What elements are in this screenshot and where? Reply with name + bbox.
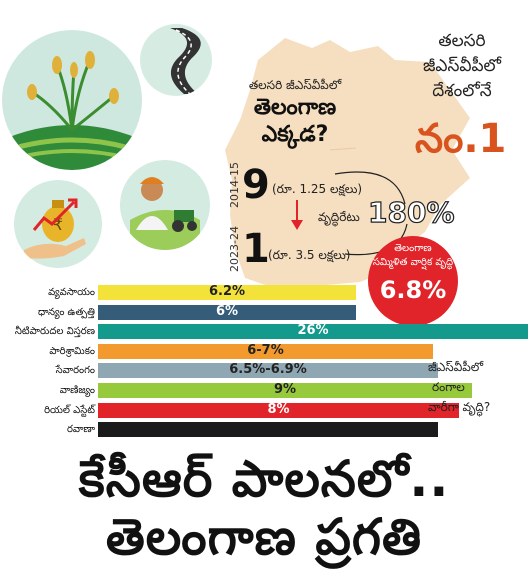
- road-icon: [170, 28, 201, 95]
- rank-top: 9: [242, 162, 270, 208]
- road-circle: [140, 24, 212, 96]
- rank-top-amount: (రూ. 1.25 లక్షలు): [272, 182, 363, 196]
- agriculture-circle: [2, 30, 142, 170]
- cagr-badge: తెలంగాణ సమ్మిళిత వార్షిక వృద్ధి 6.8%: [368, 236, 458, 326]
- period-bottom: 2023-24: [228, 226, 241, 272]
- growth-label: వృద్ధిరేటు: [318, 210, 360, 224]
- growth-value: 180%: [367, 195, 455, 229]
- period-top: 2014-15: [228, 162, 241, 208]
- title-right-line2: జీఎస్‌వీపీలో: [422, 56, 502, 76]
- cagr-line2: సమ్మిళిత వార్షిక వృద్ధి: [372, 257, 454, 268]
- side-question-line1: జీఎస్‌వీపీలో: [428, 360, 484, 374]
- telangana-map: [225, 38, 470, 290]
- headline-line2: తెలంగాణ ప్రగతి: [105, 508, 423, 566]
- svg-text:₹: ₹: [53, 215, 63, 234]
- cagr-line1: తెలంగాణ: [394, 243, 432, 254]
- question-line3: ఎక్కడ?: [261, 122, 329, 147]
- farmer-tractor-icon: [130, 177, 200, 250]
- cagr-value: 6.8%: [379, 276, 447, 304]
- side-question-line2: రంగాల: [432, 380, 465, 394]
- headline-line1: కేసీఆర్ పాలనలో..: [78, 450, 450, 508]
- rank-bottom: 1: [242, 226, 270, 272]
- farmer-circle: [120, 160, 210, 250]
- money-growth-icon: ₹: [24, 198, 86, 259]
- money-circle: ₹: [14, 180, 102, 268]
- question-line1: తలసరి జీఎస్‌వీపీలో: [248, 78, 342, 92]
- question-line2: తెలంగాణ: [253, 95, 337, 120]
- rice-plant-icon: [2, 51, 142, 170]
- rank-bottom-amount: (రూ. 3.5 లక్షలు): [268, 248, 351, 262]
- down-arrow-icon: [291, 200, 303, 230]
- title-right-line1: తలసరి: [438, 31, 486, 51]
- side-question-line3: వారీగా వృద్ధి?: [428, 400, 491, 414]
- title-right-line3: దేశంలోనే: [432, 81, 492, 101]
- rank-number-one: నం.1: [415, 116, 507, 162]
